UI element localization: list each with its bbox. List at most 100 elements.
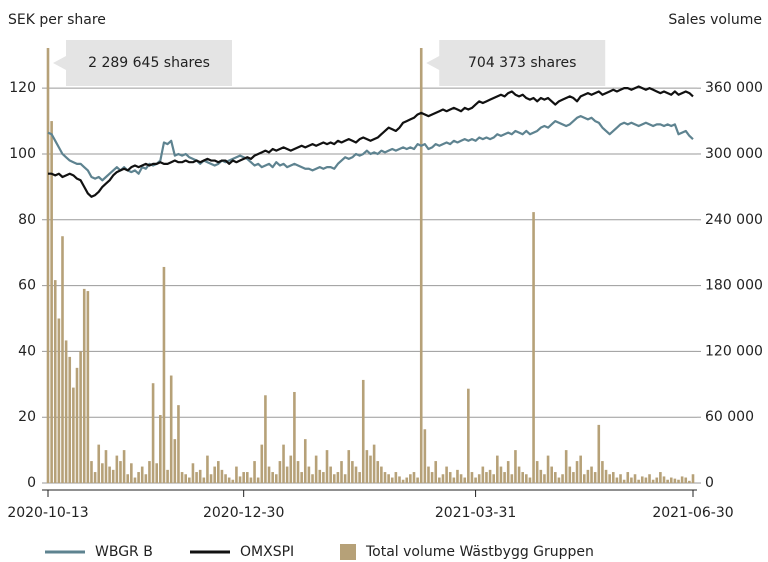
volume-bar bbox=[456, 469, 459, 484]
volume-bar bbox=[390, 477, 394, 484]
volume-bar bbox=[383, 472, 387, 484]
volume-bar bbox=[220, 469, 224, 484]
volume-bar bbox=[604, 469, 608, 484]
volume-bar bbox=[554, 472, 557, 484]
volume-bar bbox=[133, 477, 137, 484]
volume-bar bbox=[329, 466, 332, 484]
volume-bar bbox=[470, 472, 474, 484]
volume-bar bbox=[322, 472, 325, 484]
volume-bar bbox=[394, 472, 398, 484]
volume-bar bbox=[517, 466, 521, 484]
volume-bar bbox=[278, 461, 282, 484]
volume-bar bbox=[82, 288, 86, 484]
volume-bar bbox=[274, 474, 278, 484]
volume-bar bbox=[409, 474, 412, 484]
volume-bar bbox=[572, 472, 575, 484]
x-tick-label: 2020-12-30 bbox=[203, 505, 284, 521]
volume-bar bbox=[282, 444, 285, 484]
y2-axis-title: Sales volume bbox=[668, 12, 762, 28]
y-tick-label: 0 bbox=[27, 475, 36, 491]
y-tick-label: 40 bbox=[18, 343, 36, 359]
volume-bar bbox=[195, 472, 198, 484]
volume-bar bbox=[539, 469, 543, 484]
volume-bar bbox=[64, 340, 68, 484]
volume-bar bbox=[57, 318, 61, 484]
volume-bar bbox=[561, 474, 564, 484]
volume-bar bbox=[311, 474, 314, 484]
volume-bar bbox=[130, 463, 133, 484]
y2-tick-label: 0 bbox=[705, 475, 714, 491]
volume-bar bbox=[582, 474, 586, 484]
y2-tick-label: 300 000 bbox=[705, 146, 763, 162]
volume-bar bbox=[427, 466, 430, 484]
volume-bar bbox=[666, 479, 669, 484]
y2-tick-label: 240 000 bbox=[705, 212, 763, 228]
volume-bar bbox=[53, 280, 57, 484]
volume-bar bbox=[332, 474, 336, 484]
volume-bar bbox=[448, 472, 452, 484]
volume-bar bbox=[86, 291, 90, 484]
volume-bar bbox=[510, 474, 514, 484]
volume-bar bbox=[231, 479, 235, 484]
volume-bar bbox=[401, 479, 405, 484]
volume-bar bbox=[235, 466, 238, 484]
volume-bar bbox=[209, 474, 213, 484]
volume-bar bbox=[159, 415, 162, 484]
legend-label: Total volume Wästbygg Gruppen bbox=[365, 544, 594, 560]
volume-bar bbox=[177, 405, 180, 484]
volume-bar bbox=[101, 463, 104, 484]
volume-bar bbox=[46, 48, 50, 484]
volume-bar bbox=[680, 476, 684, 484]
volume-bar bbox=[608, 474, 611, 484]
volume-bar bbox=[611, 472, 615, 484]
volume-bar bbox=[677, 479, 680, 484]
volume-bar bbox=[126, 474, 130, 484]
annotation-label: 704 373 shares bbox=[468, 55, 576, 71]
volume-bar bbox=[416, 477, 419, 484]
volume-bar bbox=[568, 466, 572, 484]
volume-bar bbox=[535, 461, 539, 484]
volume-bar bbox=[637, 479, 640, 484]
volume-bar bbox=[506, 461, 510, 484]
volume-bar bbox=[151, 383, 155, 484]
volume-bar bbox=[260, 444, 264, 484]
volume-bar bbox=[271, 472, 274, 484]
volume-bar bbox=[97, 444, 101, 484]
volume-bar bbox=[590, 466, 593, 484]
y2-tick-label: 60 000 bbox=[705, 409, 754, 425]
y2-tick-label: 180 000 bbox=[705, 278, 763, 294]
volume-bar bbox=[412, 472, 416, 484]
volume-bar bbox=[499, 466, 503, 484]
volume-bar bbox=[688, 480, 691, 484]
volume-bar bbox=[557, 477, 561, 484]
volume-bar bbox=[72, 387, 75, 484]
y-tick-label: 120 bbox=[9, 80, 36, 96]
volume-bar bbox=[365, 450, 369, 484]
volume-bar bbox=[438, 477, 441, 484]
volume-bar bbox=[488, 469, 492, 484]
volume-bar bbox=[651, 479, 655, 484]
volume-bar bbox=[162, 266, 166, 484]
volume-bar bbox=[662, 476, 666, 484]
volume-bar bbox=[166, 469, 169, 484]
volume-bar bbox=[137, 472, 140, 484]
volume-bar bbox=[601, 461, 604, 484]
volume-bar bbox=[532, 212, 535, 484]
volume-bar bbox=[314, 455, 318, 484]
volume-bar bbox=[597, 424, 601, 484]
volume-bar bbox=[307, 466, 311, 484]
volume-bar bbox=[173, 439, 177, 484]
volume-bar bbox=[369, 455, 372, 484]
volume-bar bbox=[169, 375, 173, 484]
volume-bar bbox=[358, 472, 361, 484]
volume-bar bbox=[227, 477, 231, 484]
volume-bar bbox=[245, 472, 249, 484]
volume-bar bbox=[543, 474, 546, 484]
volume-bar bbox=[474, 477, 477, 484]
volume-bar bbox=[318, 469, 322, 484]
volume-bar bbox=[467, 388, 470, 484]
volume-bar bbox=[340, 461, 343, 484]
volume-bar bbox=[423, 429, 427, 484]
volume-bar bbox=[300, 472, 303, 484]
volume-bar bbox=[303, 439, 307, 484]
